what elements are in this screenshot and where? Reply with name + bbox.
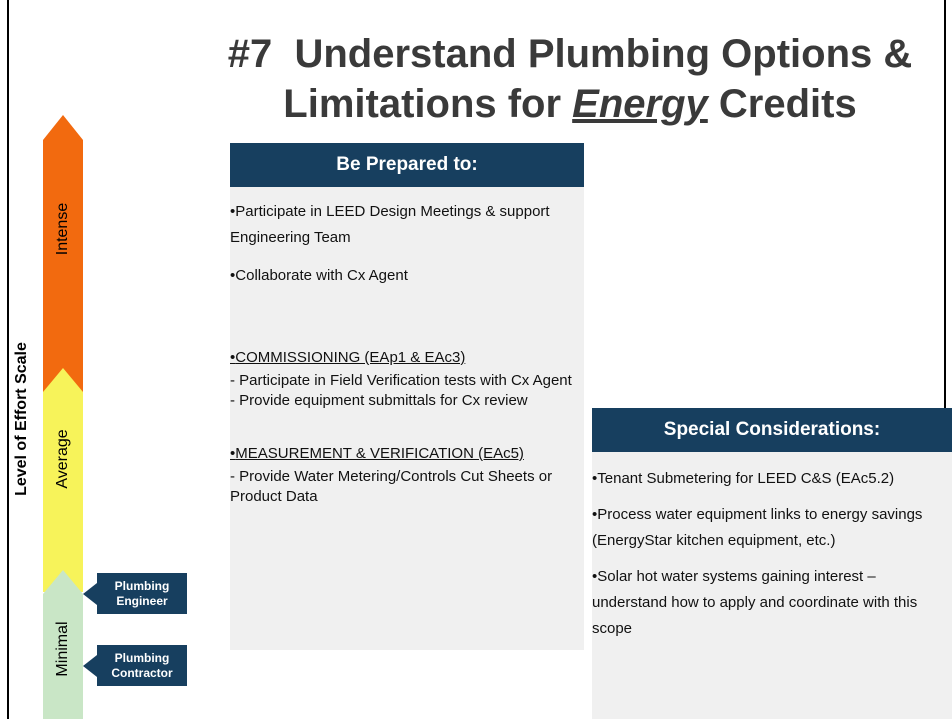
list-item: Solar hot water systems gaining interest… <box>592 564 942 642</box>
item-detail: - Provide Water Metering/Controls Cut Sh… <box>230 468 553 505</box>
list-item: Collaborate with Cx Agent <box>230 263 576 289</box>
list-item: MEASUREMENT & VERIFICATION (EAc5) - Provi… <box>230 441 576 507</box>
item-label: COMMISSIONING (EAp1 & EAc3) <box>235 349 466 366</box>
item-text: MEASUREMENT & VERIFICATION (EAc5) <box>230 441 576 467</box>
item-label: MEASUREMENT & VERIFICATION (EAc5) <box>235 445 524 462</box>
item-detail: - Provide equipment submittals for Cx re… <box>230 392 528 409</box>
list-item: Tenant Submetering for LEED C&S (EAc5.2) <box>592 466 942 492</box>
title-line: #7 Understand Plumbing Options & <box>227 32 913 76</box>
item-text: COMMISSIONING (EAp1 & EAc3) <box>230 345 576 371</box>
item-label: Participate in LEED Design Meetings & su… <box>230 203 550 246</box>
item-text: Participate in LEED Design Meetings & su… <box>230 199 576 251</box>
list-item: COMMISSIONING (EAp1 & EAc3) - Participate… <box>230 345 576 411</box>
role-box: Plumbing Engineer <box>97 573 187 614</box>
list-item: Process water equipment links to energy … <box>592 502 942 554</box>
section-header: Special Considerations: <box>592 408 952 452</box>
role-text: Plumbing Contractor <box>111 650 173 680</box>
list-item: Participate in LEED Design Meetings & su… <box>230 199 576 251</box>
item-label: Collaborate with Cx Agent <box>235 267 408 284</box>
minimal-segment <box>43 570 83 719</box>
title-text: Credits <box>707 82 857 126</box>
title-line: Limitations for Energy Credits <box>150 82 952 127</box>
item-text: Collaborate with Cx Agent <box>230 263 576 289</box>
scale-label: Level of Effort Scale <box>13 342 30 496</box>
level-label: Average <box>54 429 71 489</box>
section-body: Tenant Submetering for LEED C&S (EAc5.2)… <box>592 452 952 719</box>
role-arrow <box>83 583 97 605</box>
role-box: Plumbing Contractor <box>97 645 187 686</box>
average-segment <box>43 368 83 592</box>
role-arrow <box>83 655 97 677</box>
level-label: Minimal <box>54 621 71 677</box>
intense-segment <box>43 115 83 395</box>
item-detail: - Participate in Field Verification test… <box>230 372 572 389</box>
level-label: Intense <box>54 202 71 256</box>
section-body: Participate in LEED Design Meetings & su… <box>230 187 584 650</box>
title-emphasis: Energy <box>572 82 708 126</box>
role-text: Plumbing Engineer <box>114 578 170 608</box>
section-header: Be Prepared to: <box>230 143 584 187</box>
title-text: Limitations for <box>283 82 573 126</box>
